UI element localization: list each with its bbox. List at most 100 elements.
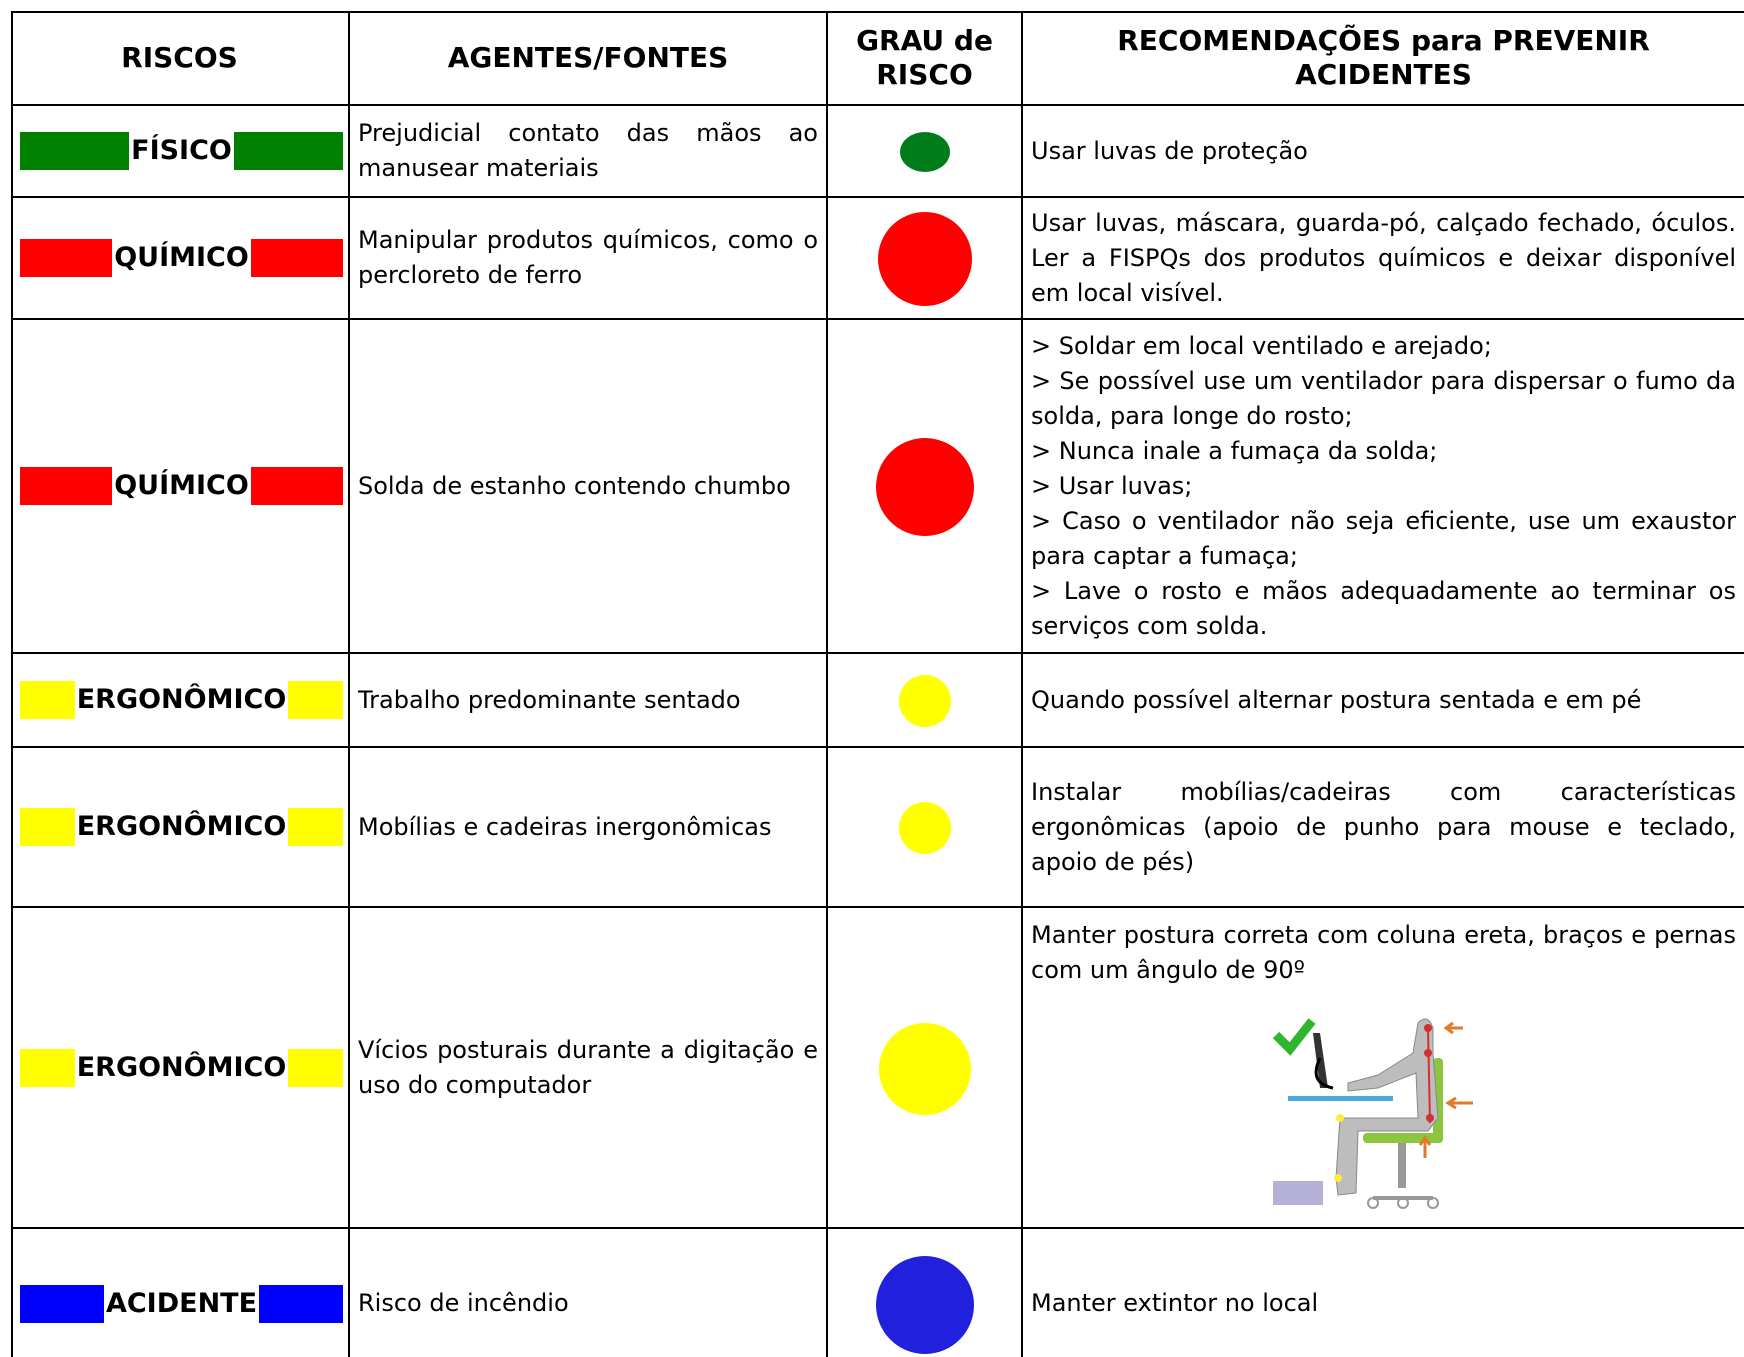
arrow: [1445, 1096, 1473, 1110]
risk-cell: ACIDENTE: [11, 1229, 350, 1357]
risk-label: ERGONÔMICO: [74, 808, 289, 846]
degree-cell: [828, 748, 1023, 908]
header-cell: AGENTES/FONTES: [350, 11, 828, 106]
agent-cell: Risco de incêndio: [350, 1229, 828, 1357]
risk-bar: QUÍMICO: [20, 467, 343, 505]
recommendation-cell: Instalar mobílias/cadeiras com caracterí…: [1023, 748, 1744, 908]
risk-cell: ERGONÔMICO: [11, 748, 350, 908]
degree-cell: [828, 654, 1023, 748]
recommendation-text: > Caso o ventilador não seja eficiente, …: [1031, 506, 1736, 570]
degree-cell: [828, 1229, 1023, 1357]
footrest: [1273, 1181, 1323, 1205]
agent-text: Mobílias e cadeiras inergonômicas: [358, 812, 772, 841]
recommendation-box: Quando possível alternar postura sentada…: [1031, 683, 1736, 718]
header-cell: RECOMENDAÇÕES para PREVENIR ACIDENTES: [1023, 11, 1744, 106]
degree-cell: [828, 908, 1023, 1229]
risk-bar: ACIDENTE: [20, 1284, 343, 1323]
check-mark: [1272, 1018, 1316, 1056]
agent-text: Manipular produtos químicos, como o perc…: [358, 226, 818, 289]
agent-text: Vícios posturais durante a digitação e u…: [358, 1035, 818, 1099]
recommendation-text: Usar luvas, máscara, guarda-pó, calçado …: [1031, 208, 1736, 307]
risk-degree-circle: [899, 675, 951, 727]
recommendation-text: Manter extintor no local: [1031, 1289, 1319, 1317]
risk-bar: ERGONÔMICO: [20, 681, 343, 719]
header-cell: RISCOS: [11, 11, 350, 106]
risk-cell: QUÍMICO: [11, 320, 350, 654]
agent-text: Solda de estanho contendo chumbo: [358, 471, 791, 500]
risk-bar: FÍSICO: [20, 132, 343, 170]
joint: [1424, 1024, 1432, 1032]
recommendation-text: > Nunca inale a fumaça da solda;: [1031, 436, 1438, 465]
recommendation-box: Usar luvas de proteção: [1031, 134, 1736, 169]
recommendation-text: > Soldar em local ventilado e arejado;: [1031, 331, 1492, 360]
risk-bar: ERGONÔMICO: [20, 1048, 343, 1087]
recommendation-box: > Soldar em local ventilado e arejado; > …: [1031, 329, 1736, 644]
risk-cell: ERGONÔMICO: [11, 908, 350, 1229]
degree-cell: [828, 106, 1023, 198]
recommendation-box: Manter extintor no local: [1031, 1286, 1736, 1321]
agent-text: Trabalho predominante sentado: [358, 685, 741, 714]
person: [1335, 1018, 1439, 1196]
recommendation-cell: Manter postura correta com coluna ereta,…: [1023, 908, 1744, 1229]
degree-cell: [828, 198, 1023, 320]
wheel: [1397, 1197, 1409, 1209]
arrow: [1443, 1021, 1463, 1035]
recommendation-box: Instalar mobílias/cadeiras com caracterí…: [1031, 775, 1736, 880]
risk-label: ERGONÔMICO: [74, 1048, 289, 1087]
recommendation-text: Usar luvas de proteção: [1031, 136, 1308, 165]
recommendation-cell: Usar luvas, máscara, guarda-pó, calçado …: [1023, 198, 1744, 320]
risk-label: QUÍMICO: [112, 467, 251, 505]
arrow: [1418, 1135, 1432, 1158]
risk-degree-circle: [876, 438, 974, 536]
recommendation-text: Quando possível alternar postura sentada…: [1031, 685, 1642, 714]
recommendation-text: Instalar mobílias/cadeiras com caracterí…: [1031, 777, 1736, 876]
agent-text: Risco de incêndio: [358, 1289, 569, 1317]
agent-cell: Vícios posturais durante a digitação e u…: [350, 908, 828, 1229]
header-cell: GRAU de RISCO: [828, 11, 1023, 106]
recommendation-cell: Usar luvas de proteção: [1023, 106, 1744, 198]
recommendation-text: > Usar luvas;: [1031, 471, 1193, 500]
risk-label: ERGONÔMICO: [74, 681, 289, 719]
spine-line: [1427, 1027, 1431, 1124]
joint: [1336, 1114, 1344, 1122]
risk-bar: QUÍMICO: [20, 239, 343, 277]
risk-bar: ERGONÔMICO: [20, 808, 343, 846]
agent-cell: Solda de estanho contendo chumbo: [350, 320, 828, 654]
joint: [1334, 1174, 1342, 1182]
agent-cell: Manipular produtos químicos, como o perc…: [350, 198, 828, 320]
risk-degree-circle: [899, 802, 951, 854]
risk-cell: QUÍMICO: [11, 198, 350, 320]
recommendation-box: Usar luvas, máscara, guarda-pó, calçado …: [1031, 206, 1736, 311]
agent-cell: Trabalho predominante sentado: [350, 654, 828, 748]
risk-degree-circle: [878, 212, 972, 306]
posture-illustration: [1272, 1018, 1473, 1209]
risk-label: QUÍMICO: [112, 239, 251, 277]
recommendation-cell: > Soldar em local ventilado e arejado; > …: [1023, 320, 1744, 654]
risk-label: ACIDENTE: [103, 1284, 260, 1323]
chair-post: [1398, 1143, 1406, 1188]
risk-label: FÍSICO: [129, 132, 234, 170]
agent-text: Prejudicial contato das mãos ao manusear…: [358, 119, 818, 182]
recommendation-cell: Manter extintor no local: [1023, 1229, 1744, 1357]
risk-degree-circle: [876, 1255, 974, 1354]
risk-cell: FÍSICO: [11, 106, 350, 198]
degree-cell: [828, 320, 1023, 654]
agent-cell: Prejudicial contato das mãos ao manusear…: [350, 106, 828, 198]
recommendation-text: Manter postura correta com coluna ereta,…: [1031, 921, 1736, 984]
desk: [1288, 1096, 1393, 1101]
table-frame: [11, 11, 1744, 1357]
wheel: [1367, 1197, 1379, 1209]
agent-cell: Mobílias e cadeiras inergonômicas: [350, 748, 828, 908]
risk-cell: ERGONÔMICO: [11, 654, 350, 748]
joint: [1426, 1114, 1434, 1122]
chair-seat: [1363, 1133, 1443, 1143]
recommendation-text: > Se possível use um ventilador para dis…: [1031, 366, 1736, 430]
risk-degree-circle: [879, 1022, 971, 1115]
risk-degree-circle: [900, 132, 950, 172]
cable: [1314, 1057, 1334, 1090]
joint: [1424, 1049, 1432, 1057]
recommendation-text: > Lave o rosto e mãos adequadamente ao t…: [1031, 576, 1736, 640]
recommendation-cell: Quando possível alternar postura sentada…: [1023, 654, 1744, 748]
wheel: [1427, 1197, 1439, 1209]
